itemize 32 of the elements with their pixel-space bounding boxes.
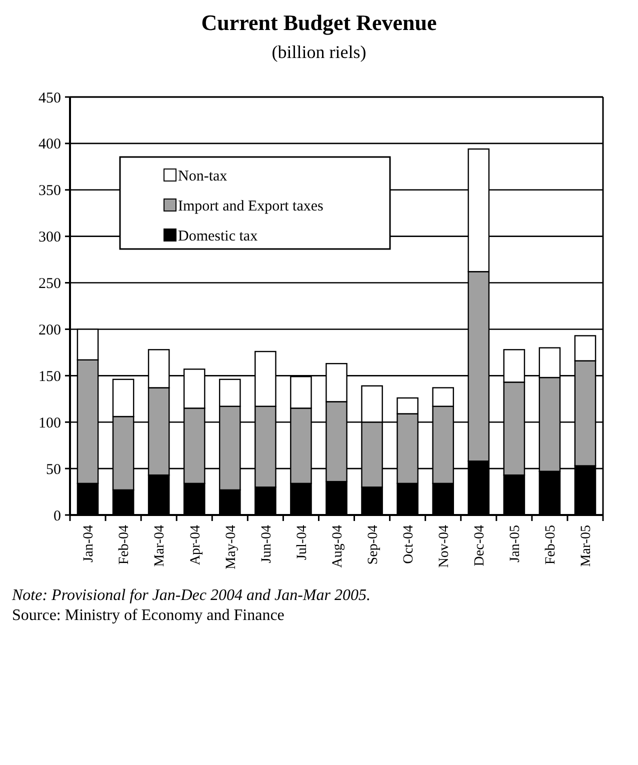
x-tick-label: Jul-04 [294, 525, 310, 560]
x-tick-label: Nov-04 [437, 525, 452, 568]
x-tick-label: Dec-04 [472, 525, 488, 566]
y-tick-label: 100 [38, 415, 61, 432]
legend-label: Import and Export taxes [178, 198, 324, 214]
y-tick-label: 200 [38, 322, 61, 338]
y-tick-label: 50 [46, 462, 61, 478]
source-note: Source: Ministry of Economy and Finance [12, 607, 284, 624]
x-tick-label: Mar-05 [579, 525, 594, 567]
y-tick-label: 300 [38, 230, 61, 246]
x-tick-label: Sep-04 [366, 525, 381, 565]
x-tick-label: Jan-05 [508, 525, 524, 562]
y-tick-label: 150 [38, 368, 61, 385]
y-tick-label: 350 [38, 183, 61, 200]
x-tick-label: Feb-04 [117, 525, 132, 565]
x-tick-label: Feb-05 [544, 525, 559, 565]
y-tick-label: 450 [38, 90, 61, 106]
x-tick-label: Apr-04 [188, 525, 204, 566]
y-tick-label: 0 [54, 508, 61, 524]
x-tick-label: Mar-04 [152, 525, 168, 567]
x-tick-label: May-04 [224, 525, 239, 570]
legend-label: Domestic tax [178, 228, 258, 244]
x-tick-label: Jan-04 [82, 525, 97, 562]
y-tick-label: 250 [38, 276, 61, 292]
text: Note: Provisional for Jan-Dec 2004 and Jan-Mar 2005. [11, 587, 370, 604]
x-tick-label: Aug-04 [330, 525, 346, 568]
chart-subtitle: (billion riels) [272, 42, 366, 62]
x-tick-label: Jun-04 [259, 525, 274, 564]
chart-title: Current Budget Revenue [201, 10, 437, 35]
x-tick-label: Oct-04 [401, 525, 416, 564]
y-tick-label: 400 [38, 136, 61, 153]
legend-label: Non-tax [178, 168, 228, 184]
